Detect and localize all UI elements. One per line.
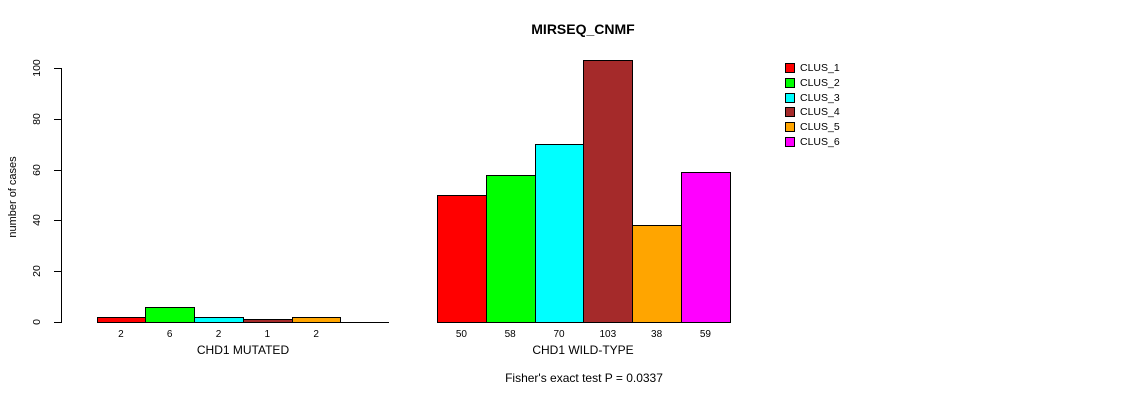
bar-value-label: 70: [553, 329, 565, 340]
bar-value-label: 2: [118, 329, 124, 340]
y-tick: [54, 322, 61, 323]
legend-label: CLUS_2: [800, 77, 840, 90]
bar-value-label: 58: [504, 329, 516, 340]
bar-chd1-mutated-clus-1: [96, 316, 147, 323]
bar-value-label: 38: [651, 329, 663, 340]
x-group-label-wildtype: CHD1 WILD-TYPE: [532, 343, 634, 357]
bar-value-label: 103: [599, 329, 617, 340]
legend-swatch-clus-2: [785, 78, 795, 89]
y-tick: [54, 118, 61, 120]
y-tick-label: 0: [31, 319, 43, 325]
legend-swatch-clus-4: [785, 107, 795, 118]
legend-label: CLUS_5: [800, 121, 840, 134]
legend-label: CLUS_3: [800, 91, 840, 104]
bar-value-label: 2: [215, 329, 222, 340]
bar-chd1-wild-type-clus-2: [485, 174, 536, 323]
y-tick: [54, 220, 61, 222]
legend-swatch-clus-6: [785, 136, 795, 147]
legend-swatch-clus-3: [785, 92, 795, 103]
legend-label: CLUS_4: [800, 106, 840, 119]
legend-label: CLUS_6: [800, 135, 840, 148]
chart-title: MIRSEQ_CNMF: [531, 21, 635, 37]
bar-chd1-mutated-clus-3: [194, 316, 244, 323]
y-tick: [54, 68, 61, 69]
bar-chd1-wild-type-clus-4: [583, 60, 634, 323]
y-axis-label: number of cases: [7, 156, 19, 238]
legend-label: CLUS_1: [800, 62, 840, 75]
legend-row-clus-4: CLUS_4: [785, 105, 840, 120]
bar-value-label: 6: [166, 329, 173, 340]
legend-row-clus-5: CLUS_5: [785, 120, 840, 135]
y-tick-label: 100: [31, 59, 43, 77]
legend-row-clus-1: CLUS_1: [785, 61, 840, 76]
bar-chd1-wild-type-clus-6: [681, 172, 731, 323]
bar-chd1-wild-type-clus-5: [632, 225, 682, 323]
legend-row-clus-6: CLUS_6: [785, 134, 840, 149]
bar-value-label: 59: [699, 329, 711, 340]
legend-row-clus-3: CLUS_3: [785, 90, 840, 105]
bar-chd1-mutated-clus-2: [145, 306, 196, 323]
y-tick-label: 60: [31, 163, 43, 176]
bar-value-label: 2: [313, 329, 319, 340]
legend: CLUS_1 CLUS_2 CLUS_3 CLUS_4 CLUS_5 CLUS_6: [785, 61, 840, 149]
y-axis-line: [61, 68, 62, 323]
bar-value-label: 50: [455, 329, 467, 340]
x-group-label-mutated: CHD1 MUTATED: [196, 343, 290, 357]
y-tick-label: 80: [31, 112, 43, 125]
legend-swatch-clus-1: [785, 63, 795, 74]
fisher-test-annotation: Fisher's exact test P = 0.0337: [505, 371, 663, 385]
bar-value-label: 1: [264, 329, 271, 340]
bar-chd1-wild-type-clus-1: [437, 195, 487, 323]
legend-row-clus-2: CLUS_2: [785, 76, 840, 91]
bar-chd1-mutated-clus-5: [291, 316, 342, 323]
y-tick: [54, 169, 61, 171]
legend-swatch-clus-5: [785, 122, 795, 133]
y-tick-label: 40: [31, 214, 43, 227]
y-tick: [54, 271, 61, 273]
bar-chd1-wild-type-clus-3: [534, 144, 585, 323]
bar-chd1-mutated-clus-4: [242, 319, 293, 323]
y-tick-label: 20: [31, 265, 43, 278]
